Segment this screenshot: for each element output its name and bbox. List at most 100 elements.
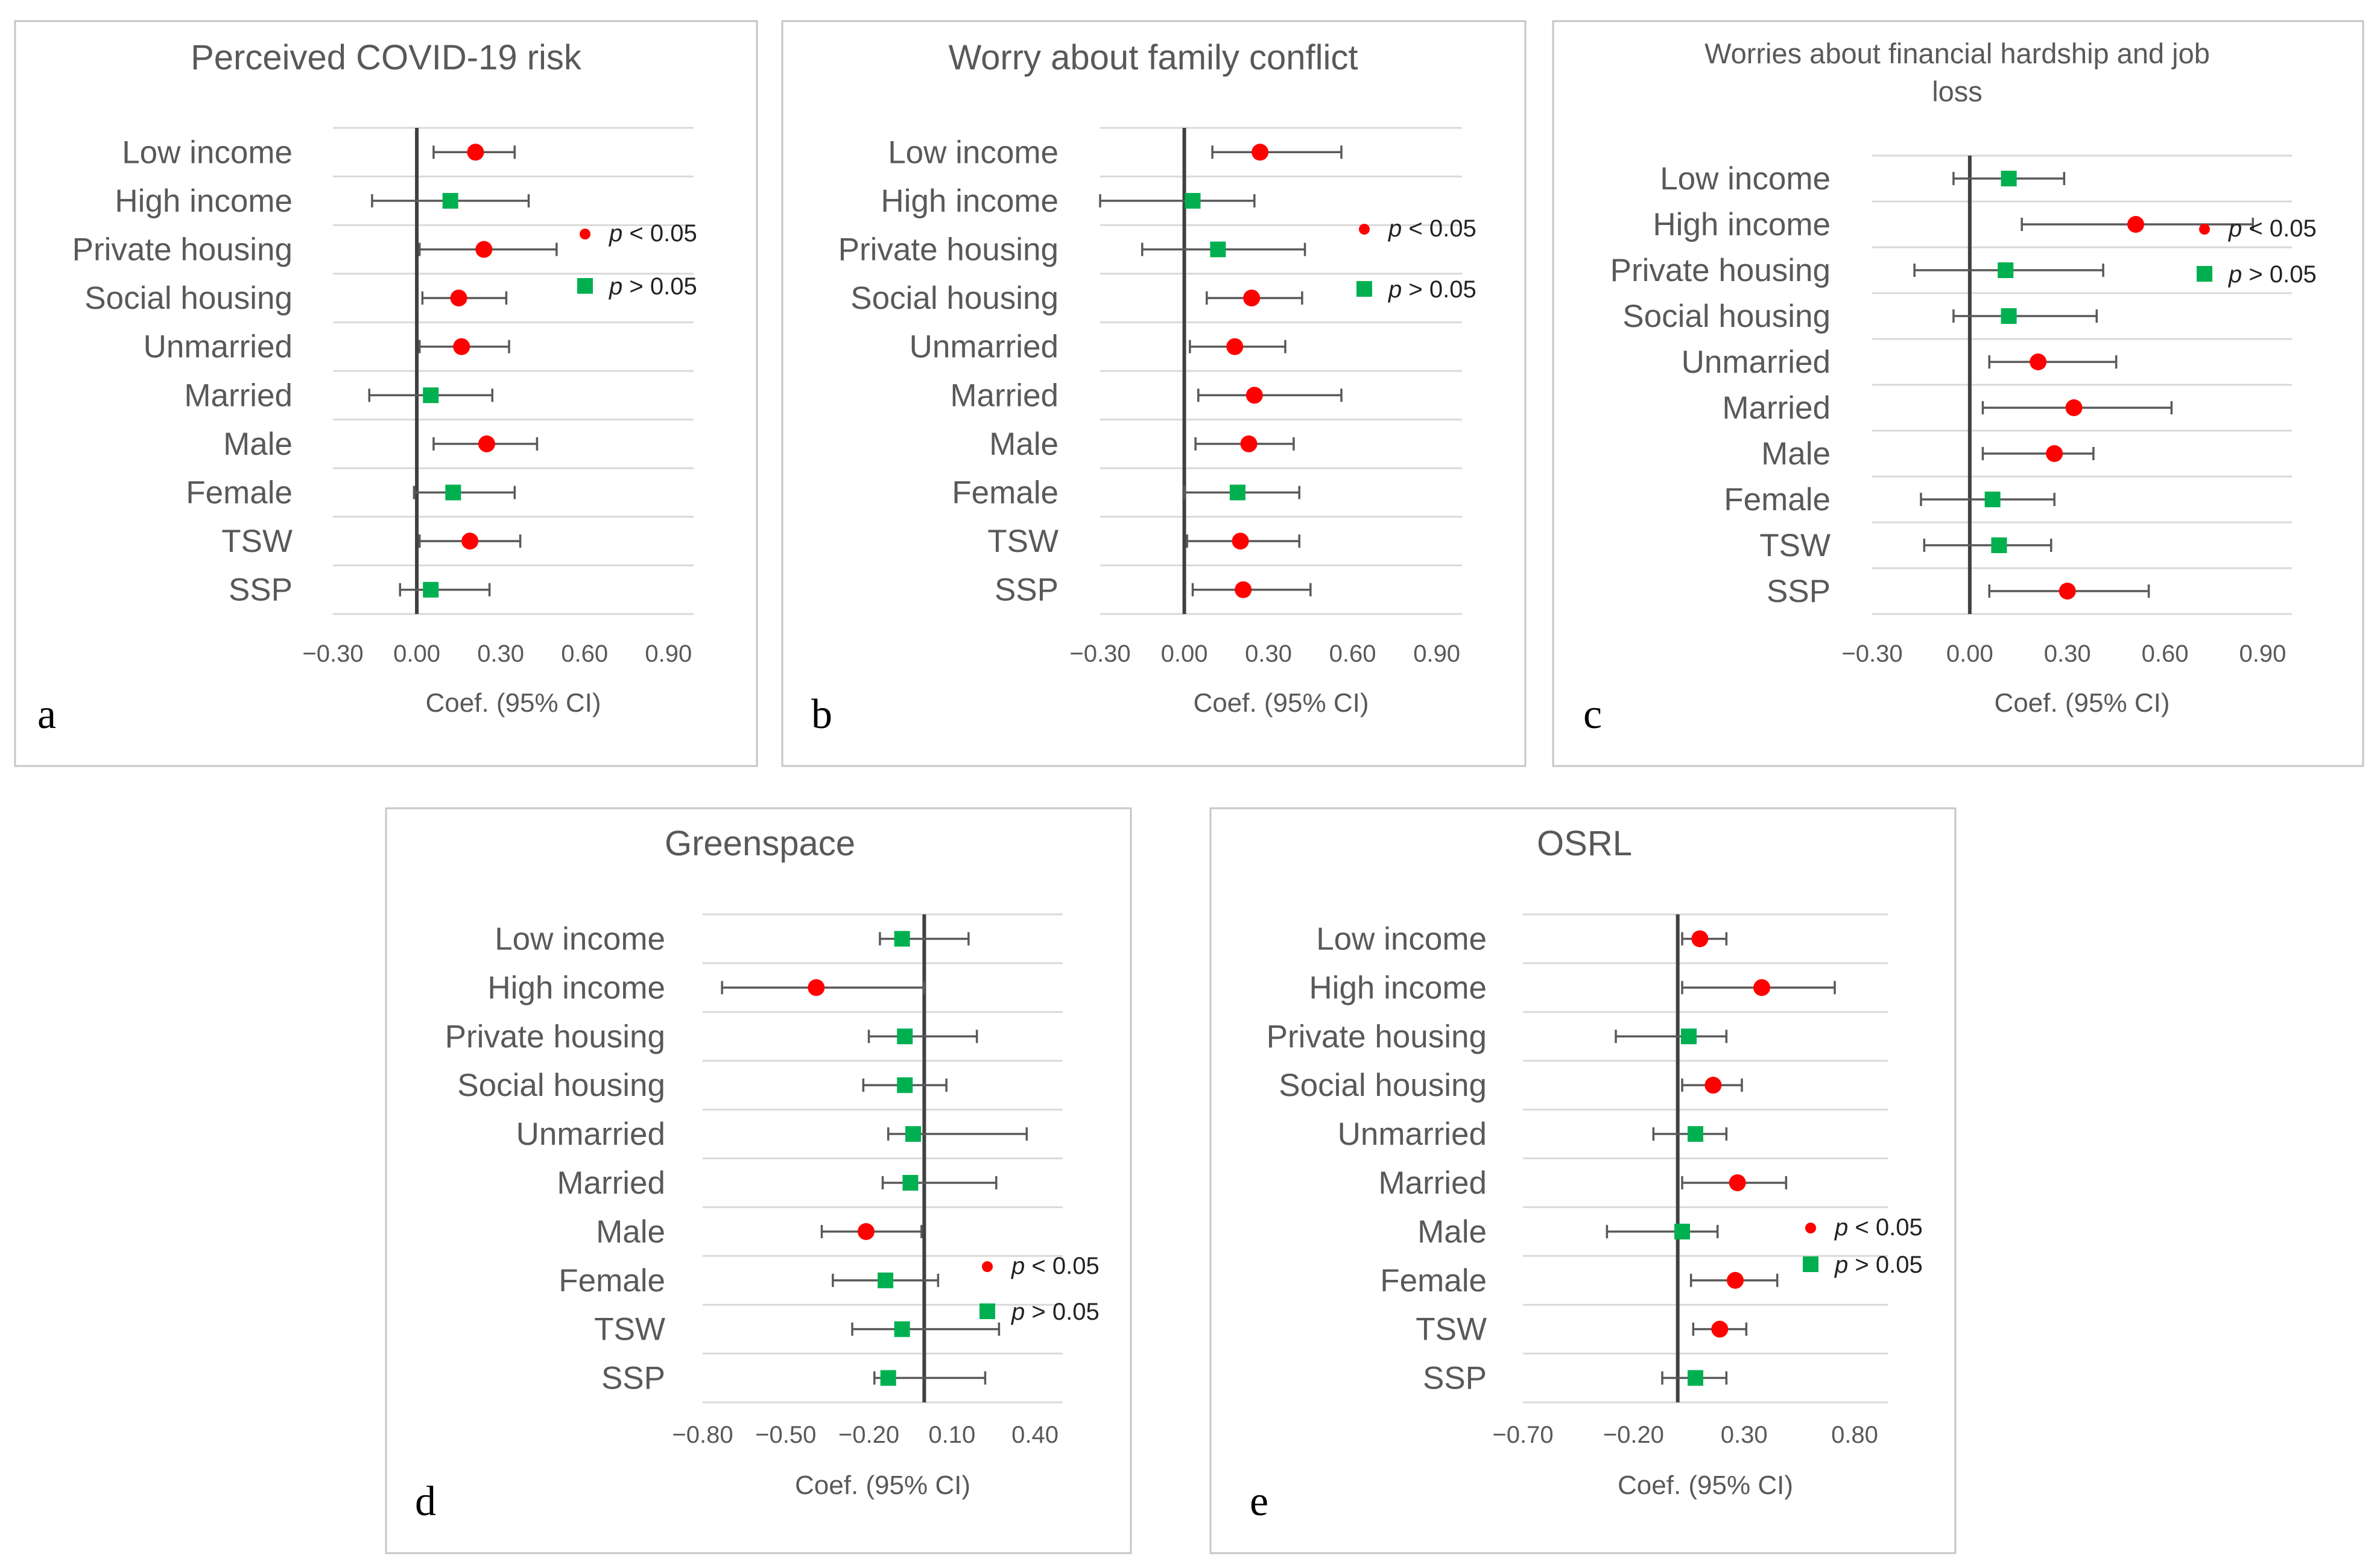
category-label: Low income — [888, 135, 1059, 170]
axis-title: Coef. (95% CI) — [1194, 688, 1369, 718]
category-label: Private housing — [72, 232, 293, 268]
significant-point — [1240, 435, 1258, 452]
tick-label: 0.80 — [1831, 1422, 1878, 1448]
legend-significant-label: p < 0.05 — [609, 220, 697, 247]
panel-letter: c — [1583, 691, 1602, 738]
panel-e: OSRL Low income High income Private housing… — [1209, 807, 1957, 1554]
legend-p: p — [2228, 215, 2242, 242]
category-label: Unmarried — [910, 329, 1059, 365]
legend: p < 0.05 p > 0.05 — [577, 220, 697, 300]
category-label: High income — [487, 970, 665, 1005]
significant-point — [2065, 399, 2083, 416]
nonsignificant-point — [1674, 1223, 1690, 1239]
legend-nonsignificant-marker — [1803, 1256, 1818, 1272]
legend-nonsignificant-label: p > 0.05 — [1011, 1299, 1100, 1325]
legend-nonsignificant-label: p > 0.05 — [1834, 1252, 1923, 1278]
category-label: Low income — [495, 921, 665, 957]
nonsignificant-point — [902, 1174, 919, 1191]
legend-nonsignificant-label: p > 0.05 — [609, 273, 697, 300]
axis-title: Coef. (95% CI) — [1618, 1471, 1793, 1500]
nonsignificant-point — [1688, 1126, 1703, 1142]
category-label: Married — [557, 1165, 665, 1201]
tick-label: 0.40 — [1011, 1422, 1059, 1448]
axis-title: Coef. (95% CI) — [1995, 688, 2170, 718]
significant-point — [2059, 583, 2076, 600]
legend-p: p — [1011, 1299, 1025, 1325]
nonsignificant-point — [445, 484, 461, 501]
significant-point — [475, 241, 493, 258]
tick-label: 0.00 — [393, 641, 440, 667]
nonsignificant-point — [2001, 171, 2017, 186]
tick-label: 0.60 — [1329, 641, 1376, 667]
tick-label: 0.00 — [1946, 641, 1993, 667]
category-label: Private housing — [1610, 253, 1831, 288]
category-label: Male — [596, 1214, 665, 1250]
category-label: TSW — [594, 1312, 665, 1347]
tick-label: 0.30 — [2044, 641, 2091, 667]
legend-p: p — [1834, 1214, 1848, 1241]
tick-label: 0.30 — [477, 641, 524, 667]
category-label: Married — [950, 378, 1059, 413]
chart-title-line2: loss — [1932, 75, 1983, 107]
category-label: Social housing — [457, 1068, 665, 1103]
panel-c: Worries about financial hardship and job… — [1552, 20, 2364, 767]
tick-label: 0.30 — [1245, 641, 1292, 667]
tick-label: −0.30 — [1841, 641, 1902, 667]
legend-p: p — [1834, 1252, 1848, 1278]
significant-point — [1727, 1271, 1744, 1289]
nonsignificant-point — [897, 1077, 913, 1094]
category-label: Low income — [1660, 161, 1831, 197]
panel-letter: d — [415, 1478, 436, 1525]
tick-label: −0.30 — [1069, 641, 1130, 667]
category-label: SSP — [995, 572, 1059, 608]
category-label: Unmarried — [144, 329, 293, 365]
panel-b: Worry about family conflict Low income Hig… — [781, 20, 1527, 767]
legend-p: p — [1011, 1253, 1025, 1279]
significant-point — [2046, 445, 2063, 462]
tick-label: 0.30 — [1721, 1422, 1768, 1448]
significant-point — [1704, 1077, 1722, 1094]
legend-significant-marker — [2199, 224, 2210, 235]
legend-threshold: < 0.05 — [1402, 215, 1476, 242]
category-label: Male — [1417, 1214, 1487, 1250]
tick-label: 0.10 — [928, 1422, 975, 1448]
category-label: Social housing — [1622, 299, 1831, 334]
legend-nonsignificant-marker — [980, 1303, 995, 1319]
chart-title: Worry about family conflict — [948, 38, 1358, 77]
legend-nonsignificant-marker — [1356, 281, 1372, 297]
legend-significant-label: p < 0.05 — [1834, 1214, 1923, 1241]
category-label: Social housing — [850, 280, 1059, 316]
legend-p: p — [609, 220, 622, 247]
legend-significant-label: p < 0.05 — [1388, 215, 1476, 242]
legend-threshold: > 0.05 — [1025, 1299, 1099, 1325]
legend: p < 0.05p > 0.05 — [980, 1253, 1100, 1325]
nonsignificant-point — [1229, 484, 1245, 501]
nonsignificant-point — [1210, 241, 1226, 258]
nonsignificant-point — [423, 581, 439, 598]
category-label: TSW — [987, 524, 1059, 559]
legend-significant-marker — [580, 229, 590, 239]
nonsignificant-point — [878, 1272, 894, 1288]
nonsignificant-point — [1984, 492, 2001, 507]
tick-label: 0.90 — [645, 641, 692, 667]
legend-p: p — [1388, 215, 1402, 242]
category-label: High income — [115, 183, 293, 219]
tick-label: −0.80 — [672, 1422, 733, 1448]
nonsignificant-point — [1688, 1370, 1703, 1386]
axis-title: Coef. (95% CI) — [795, 1471, 970, 1500]
category-label: Low income — [122, 135, 293, 170]
legend-threshold: < 0.05 — [1848, 1214, 1922, 1241]
significant-point — [461, 533, 479, 550]
significant-point — [450, 290, 467, 307]
significant-point — [453, 338, 470, 355]
category-label: Male — [1761, 436, 1831, 472]
category-label: SSP — [1767, 574, 1831, 609]
legend-threshold: > 0.05 — [1402, 276, 1476, 303]
category-label: SSP — [229, 572, 293, 608]
nonsignificant-point — [1681, 1028, 1697, 1045]
significant-point — [478, 435, 495, 452]
legend-threshold: > 0.05 — [2242, 261, 2316, 288]
nonsignificant-point — [2001, 308, 2017, 324]
legend-nonsignificant-marker — [577, 278, 593, 294]
category-label: Social housing — [1279, 1068, 1487, 1103]
